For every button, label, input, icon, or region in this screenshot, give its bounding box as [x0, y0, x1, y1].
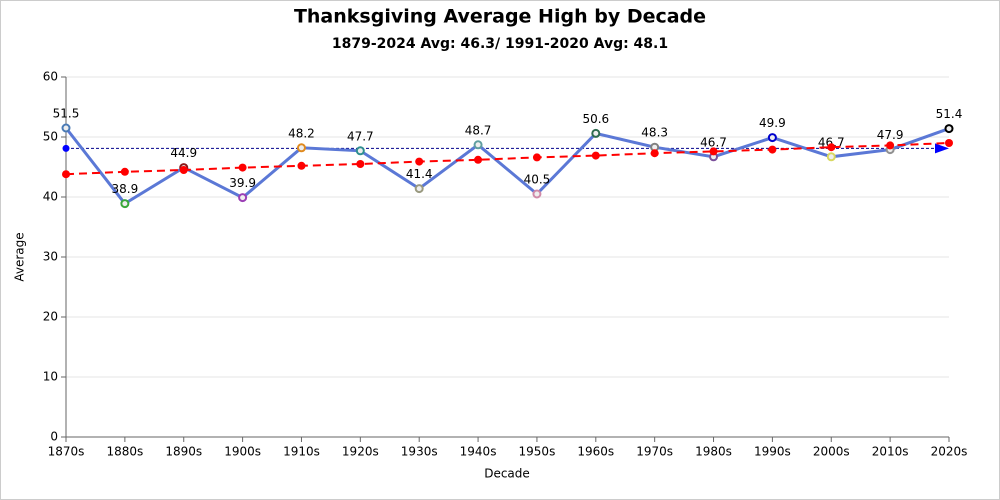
y-tick-label: 40: [43, 190, 58, 204]
data-label: 49.9: [759, 116, 786, 130]
data-label: 44.9: [170, 146, 197, 160]
data-point: [355, 146, 365, 156]
x-tick-label: 1910s: [283, 445, 320, 459]
x-tick-label: 1970s: [636, 445, 673, 459]
data-point: [120, 199, 130, 209]
reference-arrow: [935, 143, 949, 154]
data-label: 48.2: [288, 126, 315, 140]
data-label: 47.7: [347, 129, 374, 143]
data-point: [62, 170, 70, 179]
x-tick-label: 1930s: [401, 445, 438, 459]
data-label: 48.7: [465, 123, 492, 137]
data-point: [768, 145, 777, 154]
x-tick-label: 1870s: [48, 445, 85, 459]
data-label: 46.7: [818, 135, 845, 149]
data-point: [474, 155, 483, 164]
data-point: [944, 124, 954, 134]
series-line: [65, 142, 950, 176]
chart-subtitle: 1879-2024 Avg: 46.3/ 1991-2020 Avg: 48.1: [332, 36, 668, 52]
x-tick-label: 1990s: [754, 445, 791, 459]
data-label: 48.3: [641, 126, 668, 140]
x-tick-label: 2020s: [931, 445, 968, 459]
data-point: [238, 163, 247, 172]
x-tick-label: 1940s: [460, 445, 497, 459]
data-label: 50.6: [582, 112, 609, 126]
data-label: 47.9: [877, 128, 904, 142]
data-point: [650, 149, 659, 158]
data-label: 40.5: [524, 173, 551, 187]
x-axis-title: Decade: [484, 467, 530, 481]
data-point: [709, 147, 718, 156]
data-point: [415, 157, 424, 166]
y-tick-label: 30: [43, 250, 58, 264]
data-point: [473, 140, 483, 150]
x-tick-label: 1960s: [577, 445, 614, 459]
data-point: [767, 133, 777, 143]
data-point: [120, 167, 129, 176]
y-tick-label: 0: [50, 430, 58, 444]
y-tick-label: 50: [43, 130, 58, 144]
data-point: [886, 141, 895, 150]
x-tick-label: 1920s: [342, 445, 379, 459]
data-point: [591, 128, 601, 138]
chart-title: Thanksgiving Average High by Decade: [294, 6, 706, 28]
series-line: [64, 127, 950, 206]
data-label: 38.9: [112, 182, 139, 196]
y-tick-label: 20: [43, 310, 58, 324]
data-point: [414, 184, 424, 194]
data-point: [238, 193, 248, 203]
x-tick-label: 2010s: [872, 445, 909, 459]
data-label: 51.4: [936, 107, 963, 121]
data-label: 41.4: [406, 167, 433, 181]
x-tick-label: 1880s: [106, 445, 143, 459]
data-point: [297, 161, 306, 170]
x-tick-label: 1950s: [519, 445, 556, 459]
data-label: 46.7: [700, 135, 727, 149]
data-point: [826, 152, 836, 162]
x-tick-label: 2000s: [813, 445, 850, 459]
data-point: [356, 160, 365, 168]
data-point: [591, 151, 600, 160]
data-point: [532, 189, 542, 199]
y-tick-label: 10: [43, 370, 58, 384]
x-tick-label: 1890s: [165, 445, 202, 459]
data-point: [945, 139, 953, 147]
data-point: [61, 123, 71, 133]
reference-start: [62, 144, 70, 152]
y-tick-label: 60: [43, 70, 58, 84]
x-tick-label: 1900s: [224, 445, 261, 459]
data-label: 51.5: [53, 107, 80, 121]
y-axis-title: Average: [13, 232, 27, 281]
data-point: [532, 153, 541, 162]
data-label: 39.9: [229, 176, 256, 190]
x-tick-label: 1980s: [695, 445, 732, 459]
data-point: [179, 166, 188, 174]
data-point: [827, 143, 836, 152]
data-point: [296, 143, 306, 153]
